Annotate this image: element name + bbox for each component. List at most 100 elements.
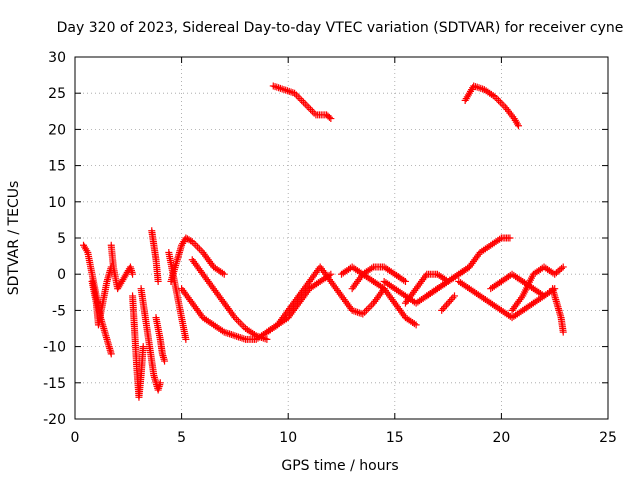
y-tick-label: -20 xyxy=(43,412,66,428)
series-arc-2 xyxy=(88,263,115,329)
x-tick-label: 20 xyxy=(492,430,510,446)
data-point xyxy=(129,270,137,278)
data-point xyxy=(233,315,241,323)
data-point xyxy=(139,343,147,351)
data-point xyxy=(443,301,451,309)
y-tick-label: 30 xyxy=(48,50,66,66)
data-point xyxy=(231,332,239,340)
data-point xyxy=(299,98,307,106)
data-point xyxy=(182,335,190,343)
data-point xyxy=(238,321,246,329)
x-tick-label: 10 xyxy=(279,430,297,446)
data-point xyxy=(226,330,234,338)
data-point xyxy=(355,309,363,317)
y-tick-label: -10 xyxy=(43,340,66,356)
data-point xyxy=(310,109,318,117)
y-tick-label: -15 xyxy=(43,376,66,392)
data-point xyxy=(283,87,291,95)
series-arc-6 xyxy=(148,227,162,285)
y-tick-label: 5 xyxy=(57,231,66,247)
data-point xyxy=(154,277,162,285)
chart-title: Day 320 of 2023, Sidereal Day-to-day VTE… xyxy=(57,20,624,36)
series-arc-24 xyxy=(508,263,567,314)
series-arc-10 xyxy=(178,285,303,343)
data-point xyxy=(444,299,452,307)
series-arc-1 xyxy=(80,241,115,358)
data-point xyxy=(359,310,367,318)
data-point xyxy=(236,319,244,327)
data-point xyxy=(353,308,361,316)
data-point xyxy=(301,100,309,108)
data-point xyxy=(366,303,374,311)
x-tick-label: 15 xyxy=(386,430,404,446)
data-point xyxy=(303,102,311,110)
data-point xyxy=(307,105,315,113)
data-point xyxy=(446,297,454,305)
x-axis: 0 5 10 15 20 25 xyxy=(71,57,617,446)
data-point xyxy=(298,96,306,104)
data-point xyxy=(296,95,304,103)
y-tick-label: -5 xyxy=(52,303,66,319)
y-tick-label: 10 xyxy=(48,195,66,211)
data-point xyxy=(238,334,246,342)
data-point xyxy=(514,122,522,130)
data-point xyxy=(450,292,458,300)
data-point xyxy=(500,102,508,110)
data-point xyxy=(285,87,293,95)
data-point xyxy=(325,113,333,121)
series-arc-3 xyxy=(107,241,137,293)
y-axis: -20 -15 -10 -5 0 5 10 15 20 25 30 xyxy=(43,50,608,428)
data-point xyxy=(441,303,449,311)
y-tick-label: 20 xyxy=(48,122,66,138)
data-point xyxy=(156,379,164,387)
data-point xyxy=(161,357,169,365)
data-point xyxy=(240,335,248,343)
series-arc-14 xyxy=(295,263,388,318)
series-arc-4 xyxy=(129,292,147,401)
series-arc-22 xyxy=(455,277,548,322)
data-point xyxy=(220,270,228,278)
series-arc-20 xyxy=(438,292,458,314)
data-point xyxy=(107,350,115,358)
data-point xyxy=(327,115,335,123)
series-arc-16 xyxy=(348,263,409,293)
data-point xyxy=(197,247,205,255)
data-point xyxy=(361,308,369,316)
data-point xyxy=(401,277,409,285)
data-point xyxy=(305,104,313,112)
data-points xyxy=(80,82,567,401)
data-point xyxy=(496,98,504,106)
data-point xyxy=(192,241,200,249)
data-point xyxy=(233,332,241,340)
data-point xyxy=(308,107,316,115)
series-arc-12 xyxy=(263,270,335,336)
data-point xyxy=(194,243,202,251)
data-point xyxy=(263,335,271,343)
data-point xyxy=(280,86,288,94)
data-point xyxy=(195,245,203,253)
data-point xyxy=(447,296,455,304)
data-point xyxy=(271,83,279,91)
data-point xyxy=(185,236,193,244)
data-point xyxy=(273,83,281,91)
data-point xyxy=(234,317,242,325)
data-point xyxy=(475,84,483,92)
data-point xyxy=(506,234,514,242)
data-point xyxy=(559,328,567,336)
y-tick-label: 25 xyxy=(48,86,66,102)
data-point xyxy=(449,294,457,302)
data-point xyxy=(364,305,372,313)
data-point xyxy=(291,89,299,97)
y-axis-label: SDTVAR / TECUs xyxy=(6,181,22,296)
series-arc-5 xyxy=(137,285,164,394)
y-tick-label: 0 xyxy=(57,267,66,283)
data-point xyxy=(294,93,302,101)
data-point xyxy=(439,305,447,313)
data-point xyxy=(275,84,283,92)
x-tick-label: 0 xyxy=(71,430,80,446)
data-point xyxy=(498,100,506,108)
data-point xyxy=(236,334,244,342)
data-point xyxy=(438,306,446,314)
series-arc-19 xyxy=(423,234,514,300)
